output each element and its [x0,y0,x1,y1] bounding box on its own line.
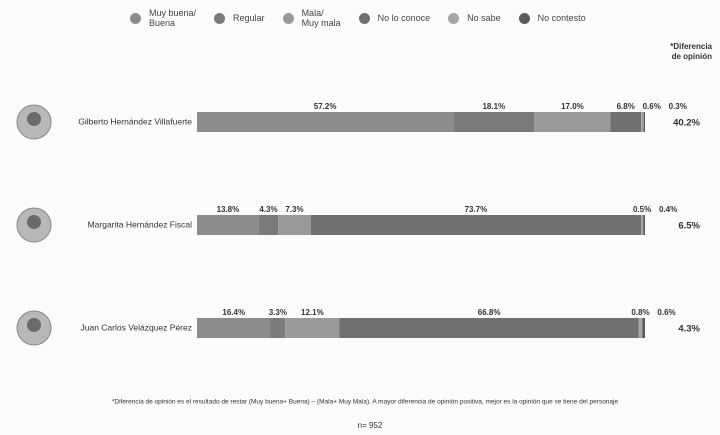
bar-segment [534,112,611,132]
data-label: 3.3% [269,308,287,317]
difference-value: 40.2% [673,118,700,129]
data-label: 0.6% [657,308,675,317]
bar-segment [270,318,286,338]
bar-segment [610,112,641,132]
legend-label: No lo conoce [377,13,431,23]
legend-label: Mala/ Muy mala [301,8,341,28]
bar-segment [285,318,340,338]
bar-segment [643,112,645,132]
data-label: 12.1% [301,308,324,317]
legend-item: Mala/ Muy mala [282,8,341,28]
data-label: 7.3% [285,205,303,214]
bar-segment [310,215,641,235]
legend-item: Muy buena/ Buena [130,8,196,28]
sample-size: n= 952 [358,421,383,430]
bar-segment [640,215,644,235]
category-label: Juan Carlos Velázquez Pérez [80,322,192,332]
difference-value: 4.3% [678,324,700,335]
data-label: 0.5% [633,205,651,214]
data-label: 4.3% [259,205,277,214]
data-label: 57.2% [314,102,337,111]
legend-item: No sabe [448,8,501,28]
data-label: 18.1% [482,102,505,111]
legend-marker [282,12,294,24]
legend: Muy buena/ Buena Regular Mala/ Muy mala No … [130,8,604,28]
legend-marker [358,12,370,24]
legend-marker [130,12,141,24]
bar-segment [197,112,454,132]
data-label: 17.0% [561,102,584,111]
bar-segment [258,215,279,235]
legend-item: Regular [214,8,265,28]
data-label: 13.8% [217,205,240,214]
bar-segment [638,318,643,338]
footnote: *Diferencia de opinión es el resultado d… [112,399,619,406]
avatar-face [27,318,41,332]
data-label: 6.8% [617,102,635,111]
bar-segment [643,215,645,235]
bar-segment [640,112,644,132]
legend-marker [448,12,460,24]
data-label: 0.4% [659,205,677,214]
legend-label: No contesto [537,13,586,23]
legend-item: No lo conoce [358,8,431,28]
legend-label: Muy buena/ Buena [149,8,197,28]
bar-segment [197,215,259,235]
bar-segment [278,215,311,235]
category-label: Margarita Hernández Fiscal [88,219,193,229]
avatar-face [27,215,41,229]
data-label: 16.4% [222,308,245,317]
difference-title: *Diferencia de opinión [670,42,712,61]
data-label: 0.6% [643,102,661,111]
data-label: 0.8% [631,308,649,317]
category-label: Gilberto Hernández Villafuerte [78,116,192,126]
bar-segment [339,318,639,338]
legend-item: No contesto [518,8,586,28]
bar-segment [453,112,535,132]
legend-marker [214,12,226,24]
legend-marker [518,12,530,24]
bar-segment [642,318,645,338]
bar-segment [197,318,271,338]
legend-label: Regular [233,13,265,23]
data-label: 66.8% [478,308,501,317]
legend-label: No sabe [467,13,501,23]
difference-value: 6.5% [678,221,700,232]
data-label: 73.7% [465,205,488,214]
avatar-face [27,112,41,126]
data-label: 0.3% [669,102,687,111]
